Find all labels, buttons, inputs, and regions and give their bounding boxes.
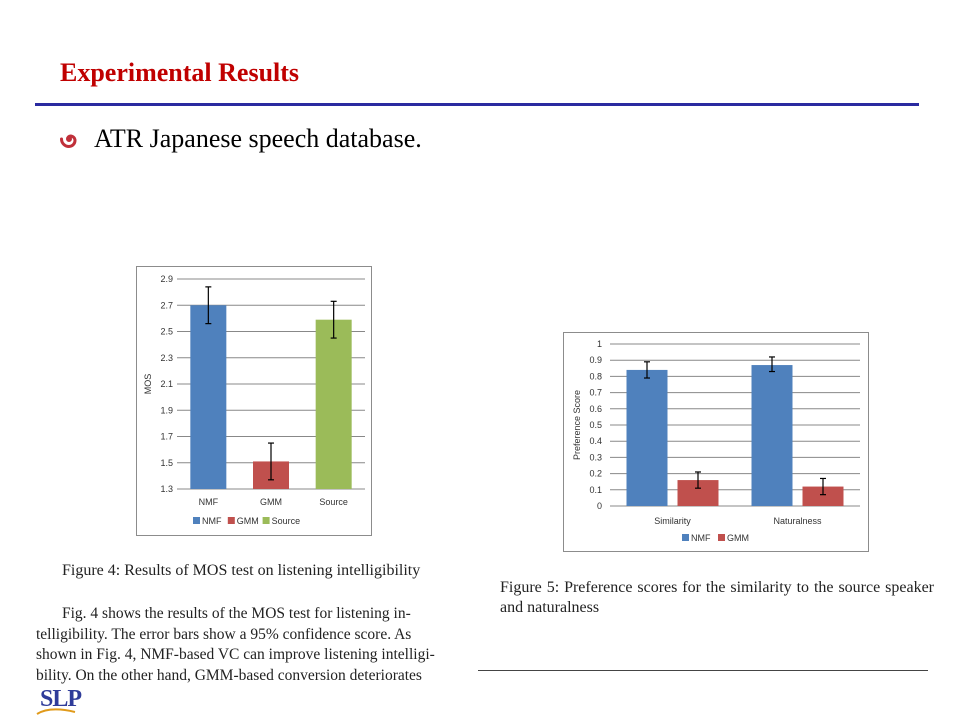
legend-label: GMM [727, 533, 749, 543]
preference-chart-frame: 0 0.1 0.2 0.3 0.4 0.5 0.6 0.7 0.8 0.9 1 Preference … [563, 332, 869, 552]
y-tick-label: 0.2 [589, 469, 602, 479]
spiral-bullet-icon [60, 134, 77, 149]
x-tick-label: NMF [199, 497, 219, 507]
x-tick-label: Similarity [654, 516, 691, 526]
title-underline [35, 103, 919, 106]
legend-swatch [262, 517, 270, 524]
body-paragraph: Fig. 4 shows the results of the MOS test… [36, 604, 472, 686]
logo-swoosh-icon [36, 708, 76, 715]
legend-label: NMF [691, 533, 711, 543]
y-tick-label: 1.9 [160, 405, 173, 415]
slp-logo: SLP [36, 686, 82, 715]
y-tick-label: 1.3 [160, 484, 173, 494]
legend-swatch [718, 534, 725, 541]
x-tick-label: GMM [260, 497, 282, 507]
legend-swatch [193, 517, 200, 524]
y-tick-label: 1 [597, 339, 602, 349]
y-tick-label: 0.4 [589, 436, 602, 446]
bullet-item: ATR Japanese speech database. [58, 124, 422, 154]
legend-swatch [682, 534, 689, 541]
body-line: bility. On the other hand, GMM-based con… [36, 666, 422, 684]
y-tick-label: 0.6 [589, 404, 602, 414]
preference-chart: 0 0.1 0.2 0.3 0.4 0.5 0.6 0.7 0.8 0.9 1 Preference … [572, 339, 860, 543]
y-tick-label: 0.3 [589, 452, 602, 462]
body-line: telligibility. The error bars show a 95%… [36, 625, 412, 643]
bullet-text: ATR Japanese speech database. [94, 124, 422, 153]
x-tick-label: Naturalness [773, 516, 822, 526]
body-line: shown in Fig. 4, NMF-based VC can improv… [36, 646, 435, 663]
y-tick-label: 1.7 [160, 432, 173, 442]
logo-text: SLP [40, 686, 82, 712]
y-tick-label: 2.9 [160, 274, 173, 284]
y-axis-label: Preference Score [572, 390, 582, 460]
figure-5-caption: Figure 5: Preference scores for the simi… [500, 579, 934, 616]
legend-swatch [227, 517, 235, 524]
bar-nmf-naturalness [751, 365, 793, 506]
body-line: Fig. 4 shows the results of the MOS test… [62, 605, 411, 622]
y-tick-label: 0.8 [589, 371, 602, 381]
slide-title: Experimental Results [60, 58, 300, 87]
bar-nmf [190, 305, 227, 489]
figure-4-caption: Figure 4: Results of MOS test on listeni… [62, 562, 421, 579]
y-tick-label: 0.5 [589, 420, 602, 430]
mos-chart-frame: 1.3 1.5 1.7 1.9 2.1 2.3 2.5 2.7 2.9 MOS NMF GMM Sour… [136, 266, 372, 536]
bar-source [315, 319, 352, 489]
bar-gmm-naturalness [802, 486, 844, 506]
y-tick-label: 0 [597, 501, 602, 511]
x-tick-label: Source [319, 497, 348, 507]
y-tick-label: 0.7 [589, 388, 602, 398]
y-axis-label: MOS [143, 374, 153, 395]
y-tick-label: 2.1 [160, 379, 173, 389]
y-tick-label: 1.5 [160, 458, 173, 468]
bottom-divider [478, 670, 928, 671]
mos-chart: 1.3 1.5 1.7 1.9 2.1 2.3 2.5 2.7 2.9 MOS NMF GMM Sour… [143, 274, 365, 526]
legend-label: NMF [202, 516, 222, 526]
y-tick-label: 0.1 [589, 485, 602, 495]
y-tick-label: 0.9 [589, 355, 602, 365]
bar-nmf-similarity [626, 369, 668, 506]
legend-label: GMM [237, 516, 259, 526]
y-tick-label: 2.5 [160, 327, 173, 337]
y-tick-label: 2.7 [160, 300, 173, 310]
y-tick-label: 2.3 [160, 353, 173, 363]
legend-label: Source [272, 516, 301, 526]
